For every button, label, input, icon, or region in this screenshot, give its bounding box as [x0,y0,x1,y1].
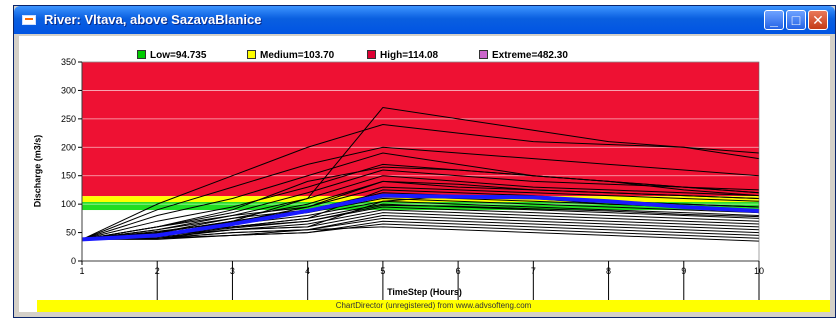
close-button[interactable]: ✕ [808,10,828,30]
y-tick-label: 200 [61,142,76,152]
y-tick-label: 150 [61,171,76,181]
ensemble-series-line [81,175,760,240]
y-tick-label: 50 [66,228,76,238]
x-tick-label: 5 [380,266,385,276]
x-tick-label: 3 [230,266,235,276]
window-title: River: Vltava, above SazavaBlanice [44,12,262,27]
app-icon [22,15,36,25]
x-axis-label: TimeStep (Hours) [387,287,462,297]
band-medium [82,196,759,203]
legend-label-medium: Medium=103.70 [260,50,335,61]
legend-swatch-medium [247,50,256,59]
legend-swatch-low [137,50,146,59]
mean-series-line [81,193,760,242]
y-tick-label: 0 [71,256,76,266]
legend-item-extreme: Extreme=482.30 [479,50,568,61]
y-axis-label: Discharge (m3/s) [32,134,43,208]
legend-label-high: High=114.08 [380,50,439,61]
ensemble-series-line [81,124,760,240]
x-tick-label: 10 [754,266,764,276]
ensemble-series-line [81,186,760,240]
legend-swatch-extreme [479,50,488,59]
minimize-button[interactable]: _ [764,10,784,30]
x-tick-label: 4 [305,266,310,276]
ensemble-series-line [82,223,760,240]
legend-label-extreme: Extreme=482.30 [492,50,568,61]
legend-item-medium: Medium=103.70 [247,50,334,61]
ensemble-series-line [81,226,760,242]
x-tick-label: 8 [606,266,611,276]
legend-item-low: Low=94.735 [137,50,206,61]
legend-label-low: Low=94.735 [150,50,207,61]
mean-line [81,193,760,242]
y-tick-label: 250 [61,114,76,124]
x-tick-label: 9 [681,266,686,276]
legend: Low=94.735 Medium=103.70 High=114.08 Ext… [19,50,830,64]
ensemble-series-line [81,180,760,240]
legend-swatch-high [367,50,376,59]
y-tick-label: 100 [61,199,76,209]
plot-border [81,61,760,262]
ensemble-series-line [81,212,760,240]
ensemble-series-line [81,204,760,240]
ensemble-series-line [81,146,760,240]
footer-text: ChartDirector (unregistered) from www.ad… [335,301,532,310]
footer-band: ChartDirector (unregistered) from www.ad… [37,300,830,312]
y-tick-label: 300 [61,85,76,95]
x-tick-label: 7 [531,266,536,276]
x-tick-label: 1 [79,266,84,276]
x-tick-label: 2 [155,266,160,276]
title-bar[interactable]: River: Vltava, above SazavaBlanice _ □ ✕ [14,6,835,34]
y-ticks: 0 50 100 150 200 250 300 350 [61,57,82,266]
threshold-bands [82,62,759,261]
maximize-button[interactable]: □ [786,10,806,30]
y-tick-label: 350 [61,57,76,67]
discharge-chart: 0 50 100 150 200 250 300 350 1 2 3 4 5 6 7 8 9 10 [61,57,764,312]
chart-area: Low=94.735 Medium=103.70 High=114.08 Ext… [19,36,830,312]
x-tick-label: 6 [456,266,461,276]
axes [81,61,760,262]
app-window: River: Vltava, above SazavaBlanice _ □ ✕… [13,5,836,318]
x-ticks: 1 2 3 4 5 6 7 8 9 10 [79,261,764,312]
ensemble-series-line [81,217,760,240]
ensemble-series-line [81,166,760,240]
ensemble-series-line [81,163,760,240]
ensemble-series-line [81,209,760,240]
legend-item-high: High=114.08 [367,50,438,61]
